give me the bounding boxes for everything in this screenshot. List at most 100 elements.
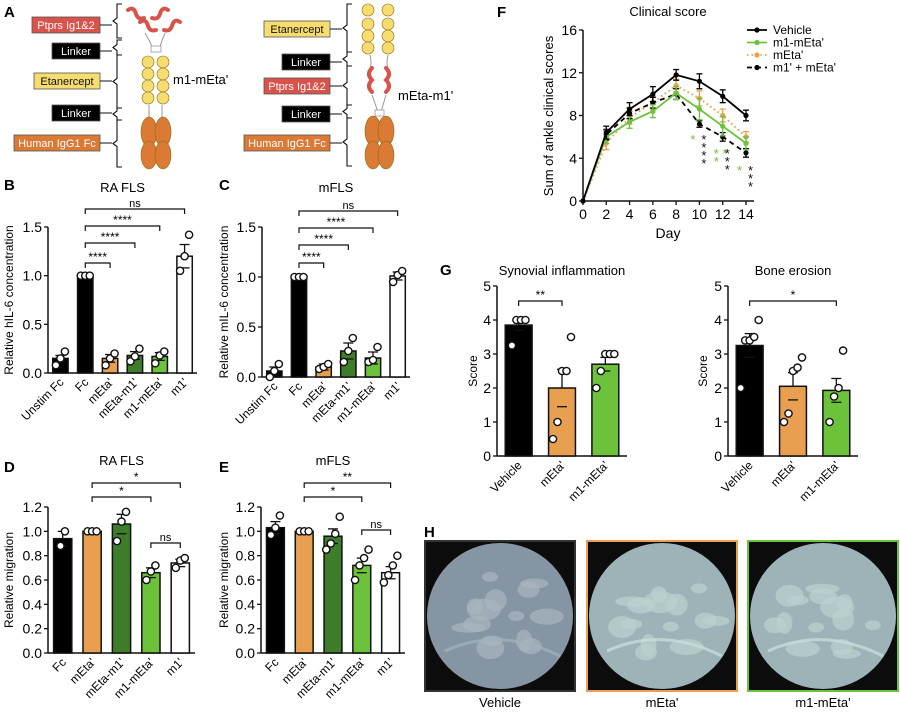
bar-Fc [290,276,308,378]
y-tick-label: 3 [483,346,491,362]
x-tick-label: 2 [602,206,610,222]
y-tick-label: 2 [714,380,722,396]
y-tick-label: 16 [561,22,577,38]
y-tick-label: 2 [483,380,491,396]
construct1-ptprs-ig1-2-label: Ptprs Ig1&2 [37,20,94,32]
y-tick-label: 1.2 [23,499,43,515]
data-point [159,347,169,356]
ptprs-domain-left2 [138,18,158,33]
y-tick-label: 8 [569,108,577,124]
y-tick-label: 1.5 [23,219,43,235]
etanercept-domain [381,41,395,55]
data-point [696,78,703,84]
data-point [135,344,144,353]
series-line-mEta' [582,84,747,202]
y-tick-label: 0.5 [23,316,43,332]
etanercept-domain [141,67,155,81]
chart-title: Bone erosion [755,263,832,278]
chart-g1: Synovial inflammation 0 1 2 3 4 5 Score Vehicle m… [466,263,627,504]
data-point [673,72,679,78]
data-point [304,527,314,536]
y-tick-label: 4 [483,312,491,328]
etanercept-domain [141,79,155,93]
construct-m1-meta: Ptprs Ig1&2 Linker Etanercept Linker Human I… [13,3,228,170]
y-tick-label: 3 [714,346,722,362]
data-point [373,342,382,352]
data-point [596,366,606,376]
data-point [364,545,373,554]
data-point [51,360,61,370]
construct-meta-m1: Etanercept Linker Ptprs Ig1&2 Linker Human I… [243,3,453,170]
bar-m1-mEta' [141,571,161,654]
data-point [146,567,156,576]
y-axis-label: Score [696,355,710,387]
construct2-linker-label: Linker [291,109,321,121]
data-point [650,108,656,114]
construct1-linker-label: Linker [61,108,91,120]
bar-Fc [52,537,73,654]
data-point [610,349,619,359]
chart-title: RA FLS [100,180,145,195]
etanercept-domain [141,55,155,69]
data-point [580,198,586,204]
etanercept-domain [381,29,395,43]
series-line-m1-mEta' [582,91,747,202]
y-axis-label: Relative migration [2,532,16,628]
x-tick-label: Unstim Fc [232,379,280,427]
etanercept-domain [156,67,170,81]
data-point [626,119,633,125]
data-point [151,561,160,570]
significance-black: * [748,171,753,186]
significance-bracket [298,210,399,216]
data-point [754,315,763,325]
data-point [326,539,336,548]
data-point [507,341,517,350]
data-point [344,346,353,356]
data-point [184,230,194,240]
image-caption: m1-mEta' [795,695,850,710]
data-point [56,354,65,363]
series-line-Vehicle [582,73,747,202]
data-point [603,130,609,136]
x-tick-label: m1' [373,655,396,678]
data-point [299,272,308,282]
brace [112,3,122,39]
brace [342,104,352,119]
panel-letter-c: C [219,177,230,194]
etanercept-domain [361,29,375,43]
x-tick-label: 0 [579,206,587,222]
ptprs-domain-right2 [150,6,170,21]
bar-Fc [76,274,94,374]
data-point [270,366,279,376]
brace [342,3,352,53]
y-tick-label: 4 [569,150,577,166]
significance-label: ** [343,470,353,484]
y-tick-label: 1.0 [23,523,43,539]
significance-label: **** [327,215,346,229]
x-tick-label: m1-mEta' [797,458,843,504]
significance-label: **** [302,250,321,264]
y-tick-label: 1.0 [236,523,256,539]
data-point [130,352,140,361]
y-tick-label: 0 [483,448,491,464]
data-point [150,358,160,368]
significance-label: ns [343,200,355,212]
panel-letter-h: H [424,524,435,541]
brace [342,51,352,67]
significance-black: * [701,156,706,171]
y-tick-label: 0 [569,193,577,209]
construct2-name: mEta-m1' [398,88,453,103]
etanercept-domain [156,79,170,93]
x-tick-label: Vehicle [719,458,756,495]
data-point [829,392,839,401]
significance-black: * [748,179,753,194]
data-point [521,315,530,325]
y-tick-label: 0.2 [236,621,256,637]
data-point [85,271,95,280]
brace [342,65,352,106]
significance-label: * [791,288,796,302]
fc-domain [154,140,172,170]
data-point [743,112,749,119]
data-point [838,346,848,355]
significance-black: * [701,140,706,155]
